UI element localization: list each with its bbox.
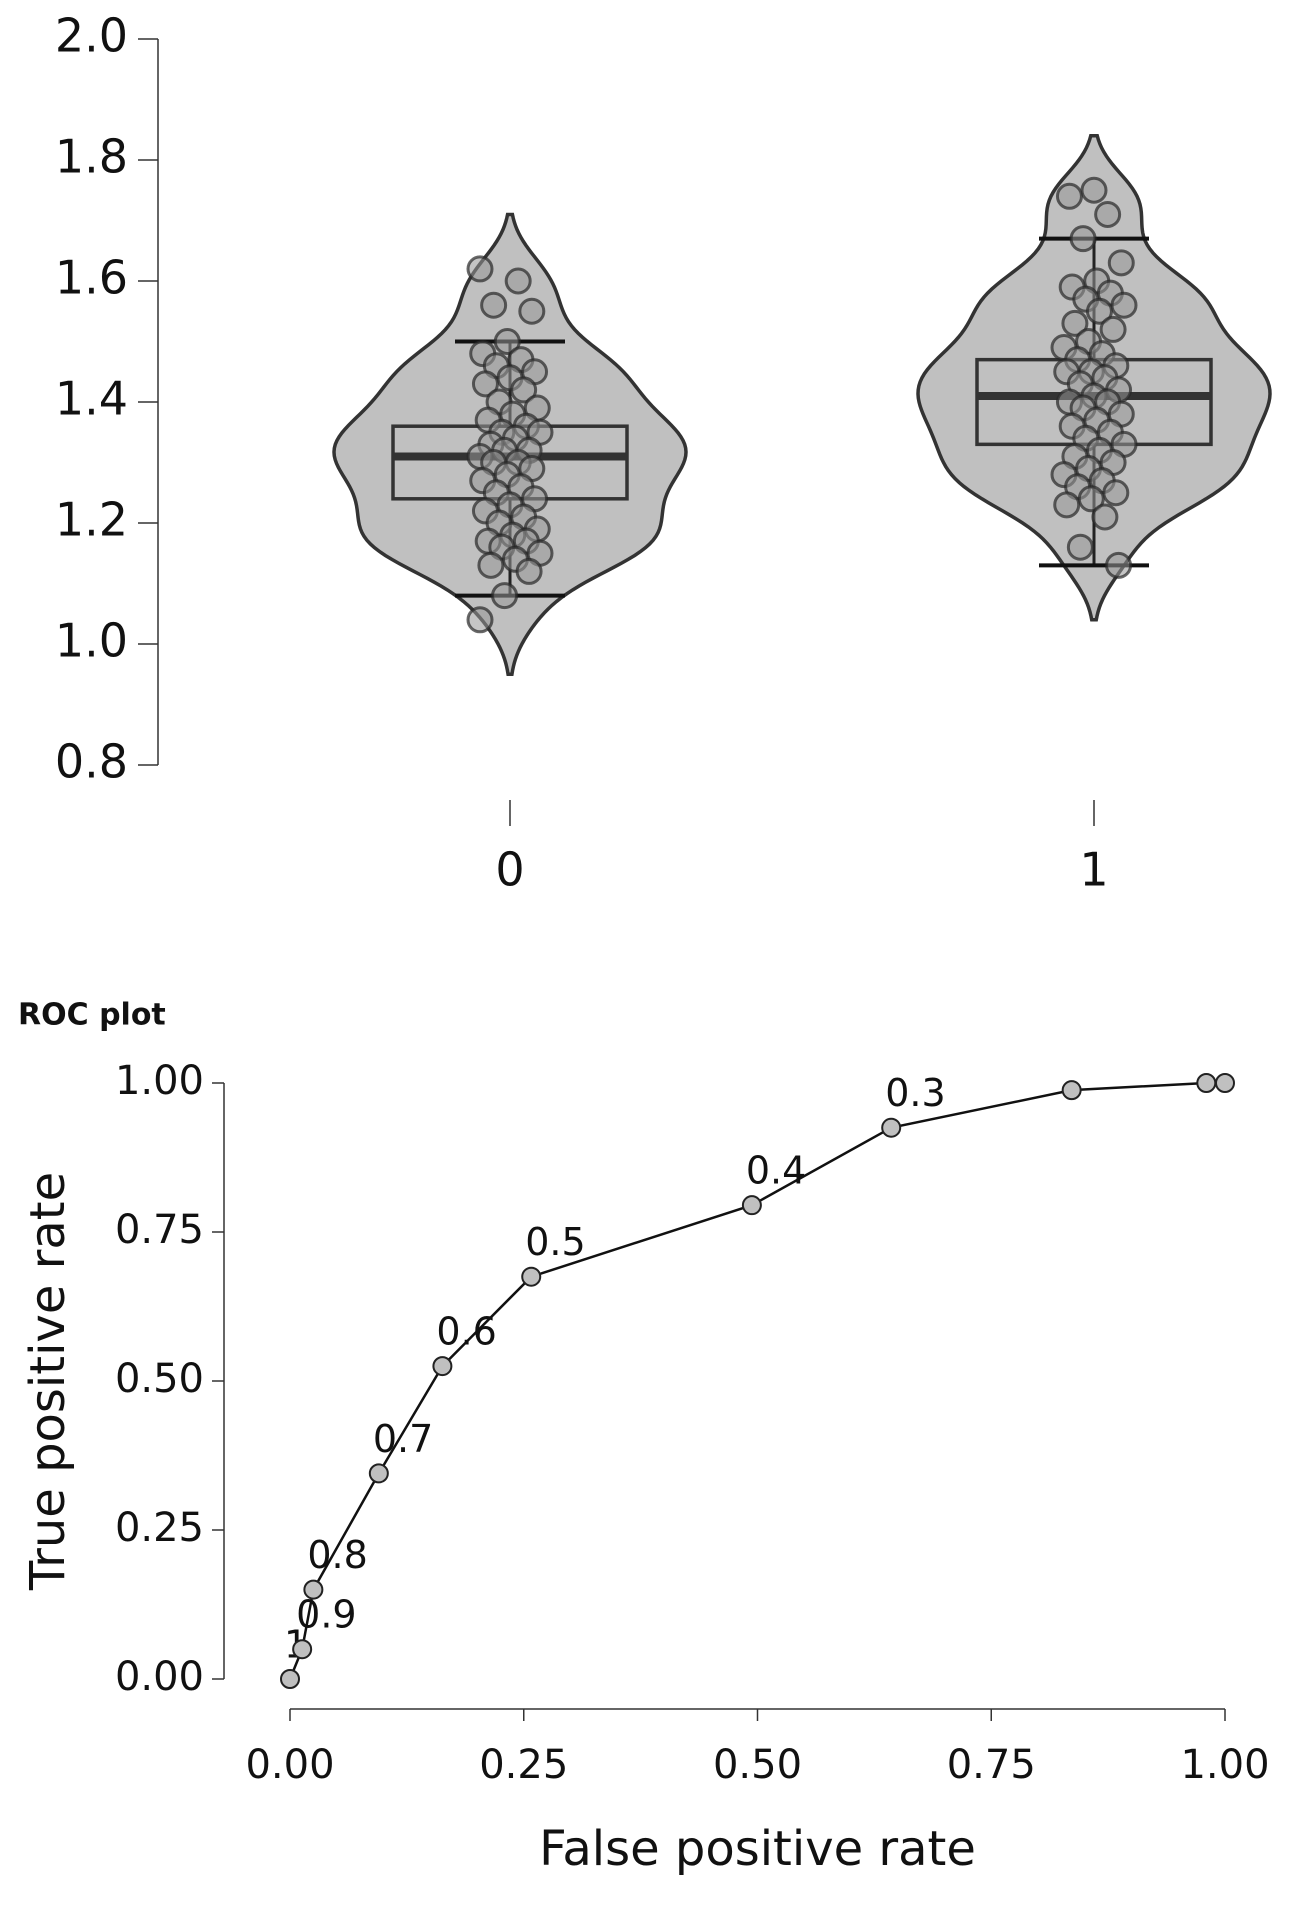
data-point bbox=[1077, 485, 1105, 513]
data-point bbox=[1099, 315, 1127, 343]
data-point bbox=[1055, 182, 1083, 210]
data-point bbox=[466, 255, 494, 283]
x-tick-label: 0.50 bbox=[713, 1742, 802, 1788]
roc-point bbox=[368, 1463, 389, 1484]
point-label: 0.7 bbox=[373, 1417, 433, 1461]
y-tick-label: 0.25 bbox=[115, 1505, 204, 1551]
roc-point bbox=[881, 1117, 902, 1138]
data-point bbox=[477, 551, 505, 579]
data-point bbox=[510, 376, 538, 404]
data-point bbox=[1091, 503, 1119, 531]
data-point bbox=[1069, 225, 1097, 253]
point-label: 0.3 bbox=[885, 1071, 945, 1115]
y-tick-label: 1.4 bbox=[55, 372, 128, 426]
roc-point bbox=[1061, 1080, 1082, 1101]
point-label: 0.8 bbox=[307, 1533, 367, 1577]
y-tick-label: 2.0 bbox=[55, 9, 128, 63]
x-tick-label: 1.00 bbox=[1180, 1742, 1269, 1788]
x-tick-label: 1 bbox=[1079, 843, 1108, 897]
x-tick-label: 0.25 bbox=[479, 1742, 568, 1788]
x-tick-label: 0 bbox=[495, 843, 524, 897]
point-label: 0.9 bbox=[296, 1593, 356, 1637]
roc-point bbox=[292, 1639, 313, 1660]
data-point bbox=[1061, 309, 1089, 337]
roc-point bbox=[1196, 1073, 1217, 1093]
data-point bbox=[1110, 291, 1138, 319]
roc-point bbox=[521, 1266, 542, 1287]
x-tick-label: 0.00 bbox=[245, 1742, 334, 1788]
data-point bbox=[504, 267, 532, 295]
data-point bbox=[471, 370, 499, 398]
y-tick-label: 0.8 bbox=[55, 735, 128, 789]
data-point bbox=[518, 297, 546, 325]
y-tick-label: 1.0 bbox=[55, 614, 128, 668]
y-tick-label: 1.00 bbox=[115, 1058, 204, 1104]
data-point bbox=[1105, 551, 1133, 579]
data-point bbox=[491, 582, 519, 610]
data-point bbox=[1085, 297, 1113, 325]
roc-point bbox=[280, 1669, 300, 1689]
data-point bbox=[466, 606, 494, 634]
data-point bbox=[480, 291, 508, 319]
point-label: 0.4 bbox=[746, 1149, 806, 1193]
data-point bbox=[493, 328, 521, 355]
y-tick-label: 0.50 bbox=[115, 1356, 204, 1402]
roc-point bbox=[432, 1356, 453, 1377]
point-label: 0.6 bbox=[436, 1310, 496, 1354]
point-label: 0.5 bbox=[525, 1220, 585, 1264]
chart-title: ROC plot bbox=[18, 998, 166, 1033]
y-axis-label: True positive rate bbox=[20, 1172, 76, 1591]
roc-point bbox=[741, 1195, 762, 1216]
y-tick-label: 0.75 bbox=[115, 1207, 204, 1253]
data-point bbox=[1102, 479, 1130, 507]
roc-point bbox=[1215, 1073, 1235, 1093]
y-tick-label: 1.8 bbox=[55, 130, 128, 184]
data-point bbox=[1094, 200, 1122, 228]
data-point bbox=[1107, 249, 1135, 277]
y-tick-label: 1.6 bbox=[55, 251, 128, 305]
roc-point bbox=[303, 1579, 324, 1600]
x-tick-label: 0.75 bbox=[947, 1742, 1036, 1788]
y-tick-label: 1.2 bbox=[55, 493, 128, 547]
y-tick-label: 0.00 bbox=[115, 1654, 204, 1700]
data-point bbox=[1053, 491, 1081, 519]
data-point bbox=[1066, 533, 1094, 561]
data-point bbox=[1080, 176, 1108, 204]
data-point bbox=[515, 557, 543, 585]
x-axis-label: False positive rate bbox=[539, 1821, 976, 1877]
